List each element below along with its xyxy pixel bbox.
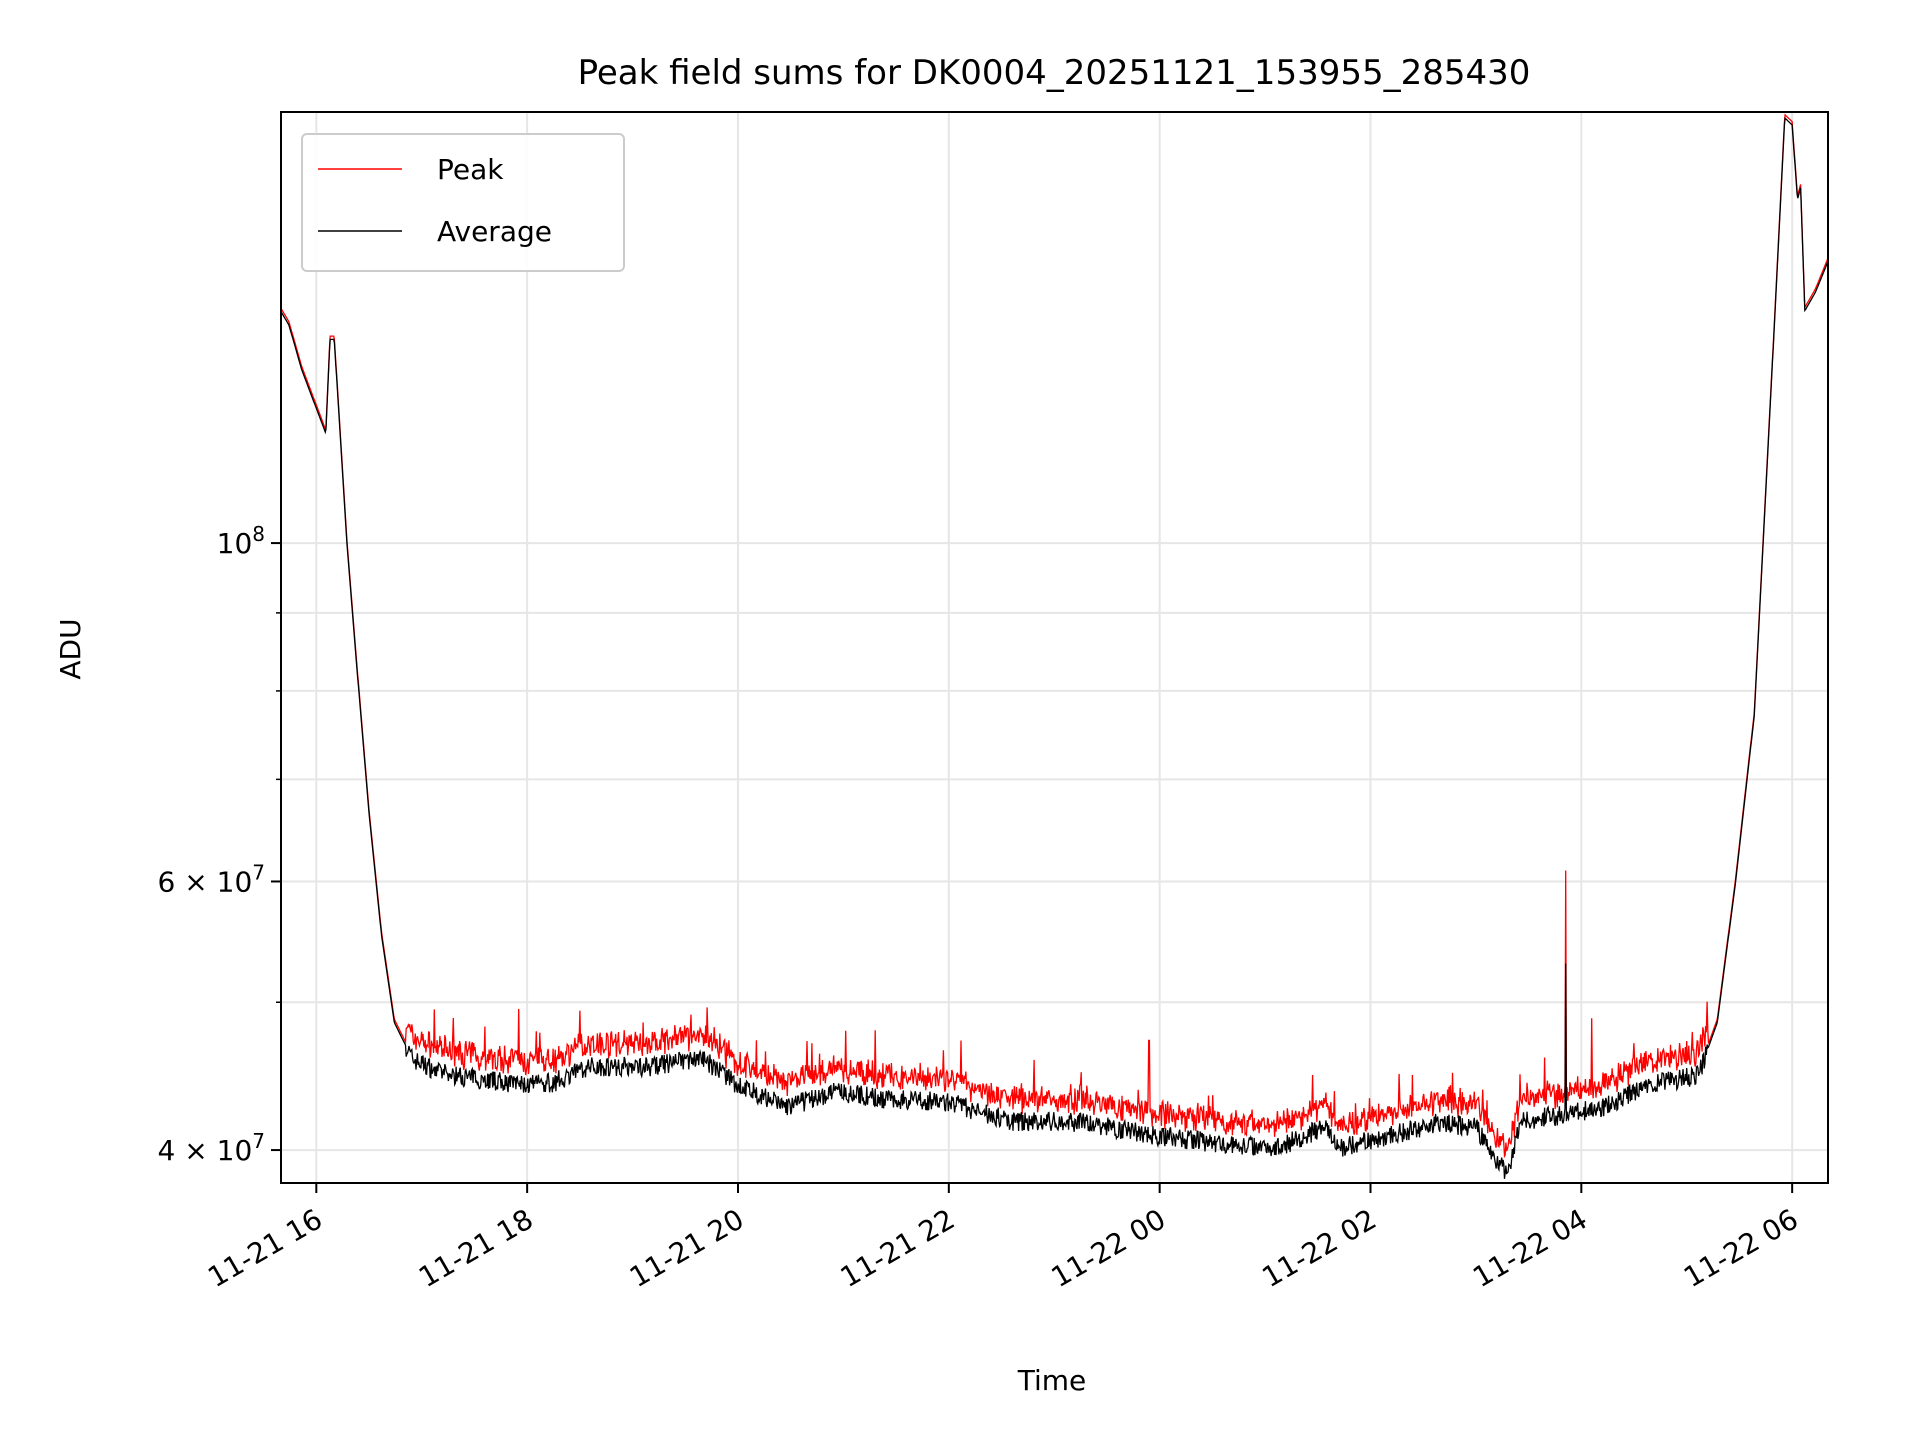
gridlines	[281, 112, 1828, 1183]
x-tick-label: 11-22 04	[1467, 1202, 1593, 1294]
chart-title: Peak field sums for DK0004_20251121_1539…	[578, 53, 1531, 93]
x-axis: 11-21 16 11-21 18 11-21 20 11-21 22 11-22 00…	[202, 1183, 1804, 1294]
x-tick-label: 11-22 02	[1256, 1202, 1382, 1294]
y-tick-label: 108	[217, 522, 265, 560]
legend: Peak Average	[301, 133, 625, 272]
x-tick-label: 11-21 18	[413, 1202, 539, 1294]
legend-peak-label: Peak	[437, 153, 504, 186]
average-series-line	[280, 116, 1829, 1179]
x-axis-label: Time	[1017, 1364, 1087, 1397]
y-tick-label: 6 × 107	[158, 860, 265, 898]
y-axis-label: ADU	[54, 618, 87, 679]
x-tick-label: 11-21 16	[202, 1202, 328, 1294]
y-tick-label: 4 × 107	[158, 1129, 265, 1167]
x-tick-label: 11-22 06	[1678, 1202, 1804, 1294]
peak-series-line	[280, 113, 1829, 1159]
x-tick-label: 11-22 00	[1046, 1202, 1172, 1294]
x-tick-label: 11-21 20	[624, 1202, 750, 1294]
y-axis: 108 6 × 107 4 × 107	[158, 522, 281, 1167]
x-tick-label: 11-21 22	[835, 1202, 961, 1294]
series-lines	[280, 113, 1829, 1179]
plot-frame	[280, 111, 1829, 1184]
legend-average-label: Average	[437, 215, 552, 248]
